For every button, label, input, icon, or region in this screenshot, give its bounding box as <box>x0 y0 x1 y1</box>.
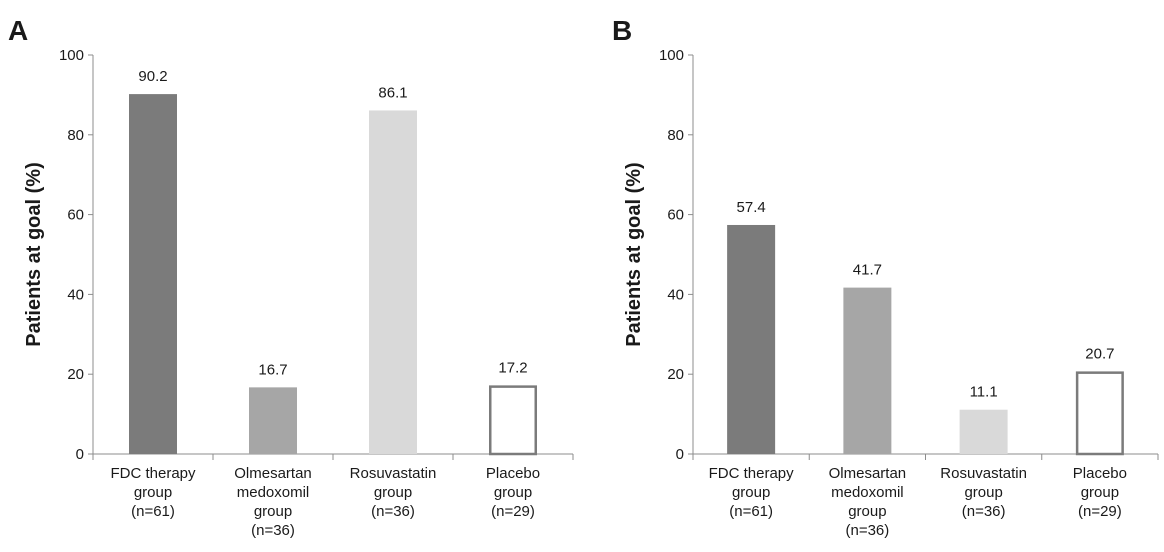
x-category-label-line: (n=61) <box>131 503 175 520</box>
bar-value-label: 57.4 <box>737 199 766 216</box>
y-tick-label: 80 <box>67 127 84 144</box>
bar <box>369 110 417 454</box>
x-category-label: Rosuvastatin group (n=36) <box>350 465 437 520</box>
x-category-label-line: FDC therapy <box>110 465 196 482</box>
x-category-label-line: group <box>1081 484 1119 501</box>
x-category-label-line: group <box>732 484 770 501</box>
y-tick-label: 40 <box>667 286 684 303</box>
x-category-label-line: Placebo <box>1073 465 1127 482</box>
panel-letter: B <box>612 15 632 46</box>
y-tick-label: 60 <box>67 207 84 224</box>
bar-value-label: 41.7 <box>853 262 882 279</box>
y-tick-label: 0 <box>676 446 684 463</box>
bar-value-label: 11.1 <box>970 384 998 401</box>
panel-letter: A <box>8 15 28 46</box>
bar <box>727 224 776 454</box>
bar-value-label: 17.2 <box>498 359 527 376</box>
x-category-label: Olmesartan medoxomil group (n=36) <box>829 465 907 539</box>
x-category-label-line: medoxomil <box>237 484 310 501</box>
bar-value-label: 90.2 <box>138 68 167 85</box>
x-category-label-line: (n=36) <box>962 503 1006 520</box>
x-category-label: Placebo group (n=29) <box>1073 465 1127 520</box>
y-tick-label: 60 <box>667 207 684 224</box>
y-tick-label: 40 <box>67 286 84 303</box>
y-tick-label: 0 <box>76 446 84 463</box>
chart-panel-b: B Patients at goal (%) 0 20 40 60 80 100 57.4 FDC… <box>612 15 1159 539</box>
x-category-label: Rosuvastatin group (n=36) <box>940 465 1027 520</box>
bar <box>249 387 297 454</box>
x-category-label-line: Olmesartan <box>234 465 312 482</box>
bar <box>959 409 1008 454</box>
x-category-label-line: group <box>254 503 292 520</box>
x-category-label-line: Placebo <box>486 465 540 482</box>
x-category-label-line: medoxomil <box>831 484 904 501</box>
x-category-label-line: Olmesartan <box>829 465 907 482</box>
bar <box>489 385 537 456</box>
y-tick-label: 20 <box>67 366 84 383</box>
x-category-label-line: (n=36) <box>845 522 889 539</box>
x-category-label-line: group <box>964 484 1002 501</box>
x-category-label: Olmesartan medoxomil group (n=36) <box>234 465 312 539</box>
chart-panel-a: A Patients at goal (%) 0 20 40 60 80 100 90.2 FDC… <box>8 15 574 539</box>
bar-value-label: 86.1 <box>378 84 407 101</box>
x-category-label-line: (n=36) <box>371 503 415 520</box>
x-category-label-line: (n=36) <box>251 522 295 539</box>
x-category-label-line: Rosuvastatin <box>350 465 437 482</box>
bar <box>843 287 892 454</box>
y-tick-label: 100 <box>59 47 84 64</box>
bar <box>1075 371 1124 456</box>
x-category-label-line: group <box>374 484 412 501</box>
y-tick-label: 100 <box>659 47 684 64</box>
x-category-label-line: group <box>134 484 172 501</box>
x-category-label: FDC therapy group (n=61) <box>110 465 196 520</box>
x-category-label-line: (n=29) <box>491 503 535 520</box>
x-category-label-line: FDC therapy <box>709 465 795 482</box>
bar-value-label: 16.7 <box>258 361 287 378</box>
x-category-label: Placebo group (n=29) <box>486 465 540 520</box>
bar-value-label: 20.7 <box>1085 345 1114 362</box>
x-category-label-line: group <box>494 484 532 501</box>
y-axis-label: Patients at goal (%) <box>23 162 45 346</box>
y-tick-label: 20 <box>667 366 684 383</box>
x-category-label-line: Rosuvastatin <box>940 465 1027 482</box>
x-category-label-line: group <box>848 503 886 520</box>
x-category-label: FDC therapy group (n=61) <box>709 465 795 520</box>
y-tick-label: 80 <box>667 127 684 144</box>
y-axis-label: Patients at goal (%) <box>623 162 645 346</box>
x-category-label-line: (n=61) <box>729 503 773 520</box>
bar <box>129 94 177 455</box>
x-category-label-line: (n=29) <box>1078 503 1122 520</box>
